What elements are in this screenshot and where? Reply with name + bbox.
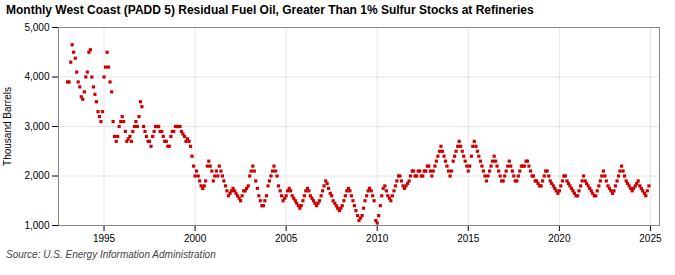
svg-text:1995: 1995 [93, 233, 116, 244]
svg-text:2,000: 2,000 [24, 170, 49, 181]
svg-text:2015: 2015 [457, 233, 480, 244]
svg-text:Thousand Barrels: Thousand Barrels [2, 87, 13, 166]
html-text:Monthly West Coast (PADD 5) Re: Monthly West Coast (PADD 5) Residual Fue… [6, 3, 534, 17]
svg-text:2025: 2025 [639, 233, 662, 244]
svg-text:2005: 2005 [275, 233, 298, 244]
svg-text:2000: 2000 [184, 233, 207, 244]
svg-text:5,000: 5,000 [24, 22, 49, 33]
svg-text:1,000: 1,000 [24, 220, 49, 231]
html-text:Source: U.S. Energy Informatio: Source: U.S. Energy Information Administ… [6, 249, 216, 260]
svg-text:4,000: 4,000 [24, 71, 49, 82]
svg-text:2020: 2020 [548, 233, 571, 244]
svg-text:2010: 2010 [366, 233, 389, 244]
svg-text:3,000: 3,000 [24, 121, 49, 132]
